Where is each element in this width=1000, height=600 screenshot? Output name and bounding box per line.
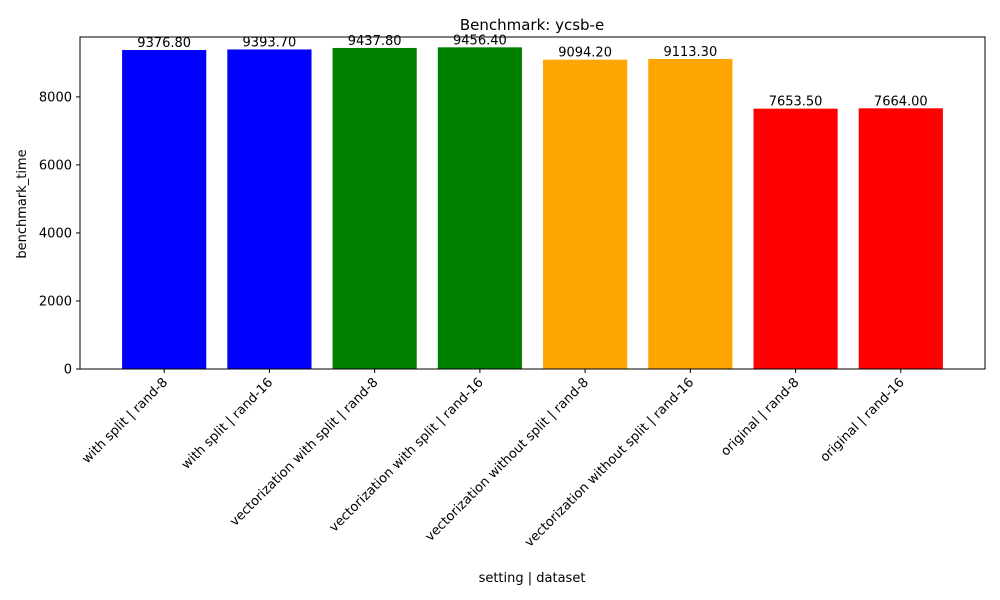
- x-tick-label-6: vectorization without split | rand-16: [522, 375, 697, 550]
- bar-6: [648, 58, 733, 369]
- bar-2: [227, 49, 312, 369]
- data-label-4: 9456.40: [453, 33, 507, 48]
- y-tick-label-4: 6000: [39, 158, 72, 173]
- bar-4: [437, 47, 522, 369]
- x-tick-label-2: with split | rand-16: [179, 375, 276, 472]
- plot-frame: [79, 36, 986, 370]
- data-label-2: 9393.70: [243, 35, 297, 50]
- x-axis: with split | rand-8 with split | rand-16 v…: [79, 369, 908, 550]
- bars-group: [122, 47, 943, 370]
- x-tick-label-8: original | rand-16: [818, 375, 908, 465]
- data-label-6: 9113.30: [663, 45, 717, 60]
- bar-5: [543, 59, 628, 370]
- y-axis-label: benchmark_time: [15, 149, 30, 258]
- y-tick-label-1: 0: [64, 363, 72, 378]
- chart-title: Benchmark: ycsb-e: [460, 16, 604, 34]
- data-label-8: 7664.00: [874, 94, 928, 109]
- x-tick-label-1: with split | rand-8: [79, 375, 171, 467]
- data-label-7: 7653.50: [769, 95, 823, 110]
- y-tick-label-2: 2000: [39, 294, 72, 309]
- y-tick-label-3: 4000: [39, 226, 72, 241]
- bar-3: [332, 47, 417, 369]
- bar-1: [122, 50, 207, 369]
- x-tick-label-7: original | rand-8: [718, 375, 802, 459]
- data-label-3: 9437.80: [348, 34, 402, 49]
- x-axis-label: setting | dataset: [479, 571, 586, 586]
- bar-8: [858, 108, 943, 369]
- x-tick-label-5: vectorization without split | rand-8: [423, 375, 592, 544]
- data-label-5: 9094.20: [558, 46, 612, 61]
- y-axis: 0 2000 4000 6000 8000: [39, 90, 80, 378]
- bar-7: [753, 108, 838, 370]
- y-tick-label-5: 8000: [39, 90, 72, 105]
- data-label-1: 9376.80: [137, 36, 191, 51]
